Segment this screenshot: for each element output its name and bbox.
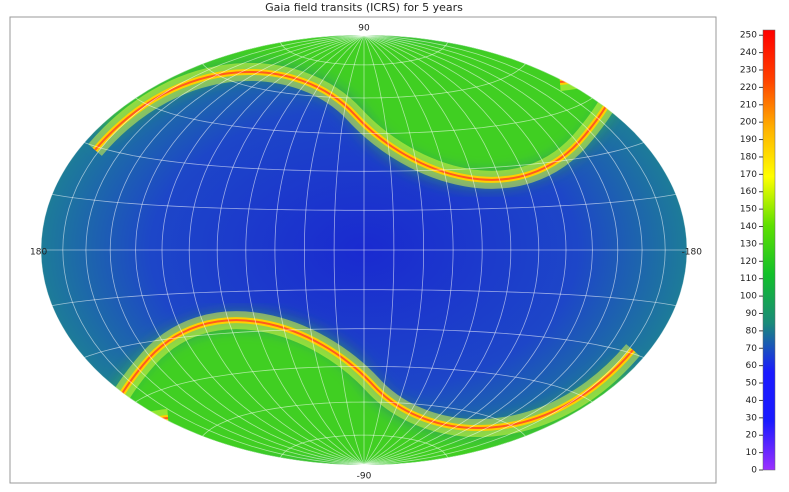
colorbar-tick-label: 130: [740, 239, 757, 249]
axis-label: -180: [682, 248, 703, 258]
colorbar-tick-label: 200: [740, 118, 757, 128]
colorbar-tick-label: 220: [740, 83, 757, 93]
colorbar-tick-label: 180: [740, 152, 757, 162]
colorbar-tick-label: 120: [740, 257, 757, 267]
colorbar-tick-label: 70: [746, 344, 758, 354]
colorbar-tick-label: 40: [746, 396, 758, 406]
axis-label: 90: [358, 24, 370, 34]
colorbar-tick-label: 240: [740, 48, 757, 58]
colorbar-tick-label: 90: [746, 309, 758, 319]
colorbar-tick-label: 250: [740, 31, 757, 41]
colorbar-scale: [762, 29, 776, 471]
colorbar-tick-label: 110: [740, 274, 757, 284]
axis-label: -90: [357, 472, 372, 482]
colorbar-tick-label: 210: [740, 100, 757, 110]
colorbar-tick-label: 0: [751, 466, 757, 476]
colorbar-tick-label: 50: [746, 379, 758, 389]
colorbar-tick-label: 140: [740, 222, 757, 232]
colorbar-tick-label: 10: [746, 448, 758, 458]
colorbar-tick-label: 60: [746, 361, 758, 371]
colorbar: 0 10 20 30 40 50 60 70 80 90 100 110 120 130 140 150 160…: [740, 29, 776, 476]
colorbar-tick-label: 30: [746, 413, 758, 423]
colorbar-tick-label: 190: [740, 135, 757, 145]
axis-label: 180: [30, 248, 47, 258]
colorbar-tick-label: 80: [746, 326, 758, 336]
colorbar-tick-label: 150: [740, 205, 757, 215]
colorbar-tick-label: 170: [740, 170, 757, 180]
colorbar-tick-label: 230: [740, 66, 757, 76]
colorbar-tick-label: 20: [746, 431, 758, 441]
colorbar-tick-label: 100: [740, 292, 757, 302]
colorbar-tick-label: 160: [740, 187, 757, 197]
chart-title: Gaia field transits (ICRS) for 5 years: [265, 1, 463, 14]
